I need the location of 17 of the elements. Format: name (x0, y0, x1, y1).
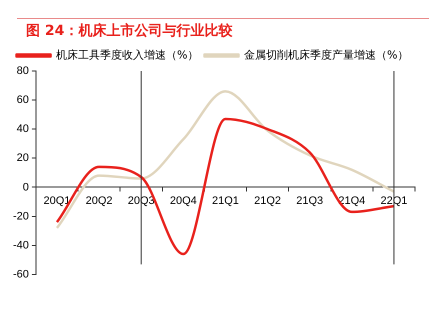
y-tick-label: -20 (12, 210, 29, 222)
y-tick-label: 60 (16, 94, 29, 106)
x-tick-label: 20Q1 (44, 194, 70, 207)
x-tick-label: 21Q1 (212, 194, 239, 207)
y-tick-label: 80 (16, 65, 29, 78)
y-tick-label: -60 (12, 268, 29, 280)
x-tick-label: 20Q2 (86, 194, 113, 207)
x-tick-label: 20Q4 (170, 194, 197, 207)
x-tick-label: 21Q2 (254, 194, 282, 207)
y-tick-label: 0 (22, 181, 29, 194)
chart-title: 图 24：机床上市公司与行业比较 (26, 22, 232, 40)
y-tick-label: 40 (16, 123, 29, 136)
legend-label: 机床工具季度收入增速（%） (56, 48, 198, 62)
y-tick-label: 20 (16, 152, 29, 164)
y-tick-label: -40 (12, 239, 29, 252)
x-tick-label: 21Q3 (296, 194, 324, 207)
legend-label: 金属切削机床季度产量增速（%） (244, 48, 408, 62)
